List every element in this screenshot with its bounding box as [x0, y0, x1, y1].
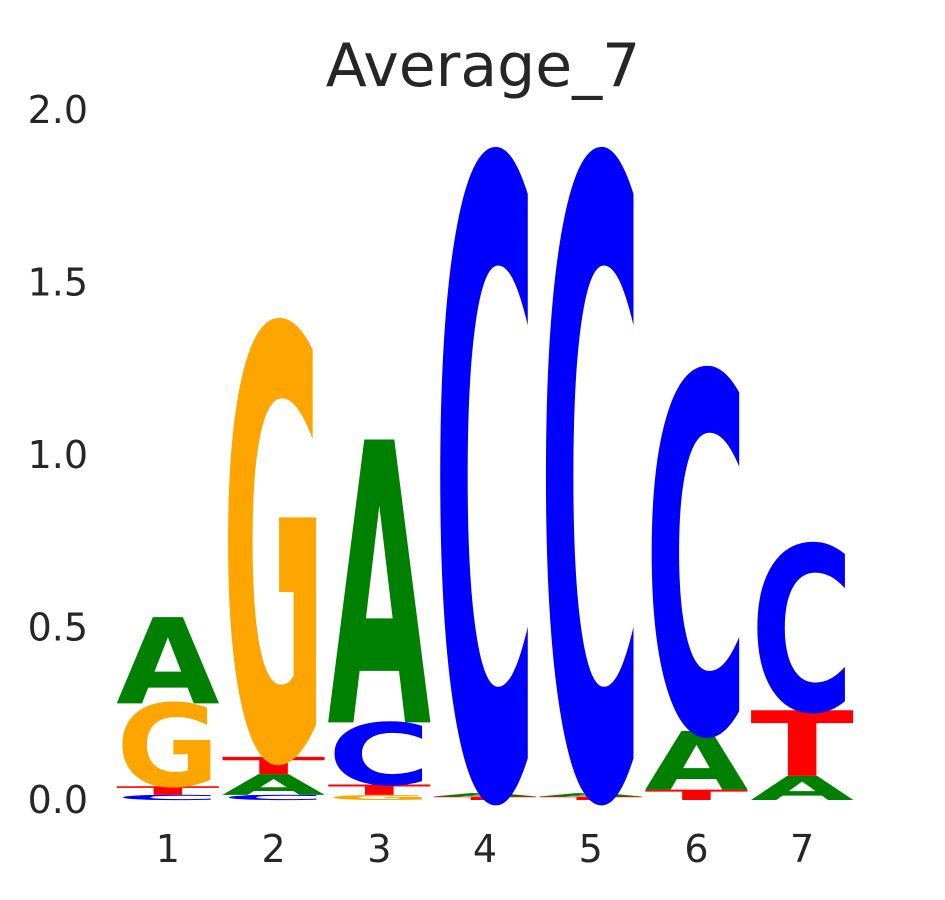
y-tick-label: 0.0: [28, 778, 88, 822]
x-tick-label: 3: [367, 827, 391, 871]
y-axis-ticks: 0.0 0.5 1.0 1.5 2.0: [28, 88, 88, 822]
x-tick-label: 7: [790, 827, 814, 871]
logo-letter-a: A: [116, 594, 220, 732]
y-tick-label: 2.0: [28, 88, 88, 132]
logo-letter-a: A: [327, 364, 432, 815]
logo-letter-c: C: [750, 499, 854, 764]
y-tick-label: 0.5: [28, 606, 88, 650]
logo-letter-g: G: [222, 208, 326, 897]
y-tick-label: 1.5: [28, 261, 88, 305]
logo-letter-c: C: [539, 0, 643, 900]
y-tick-label: 1.0: [28, 433, 88, 477]
logo-letter-c: C: [433, 0, 537, 900]
logo-letter-c: C: [645, 276, 749, 848]
x-tick-label: 1: [156, 827, 180, 871]
